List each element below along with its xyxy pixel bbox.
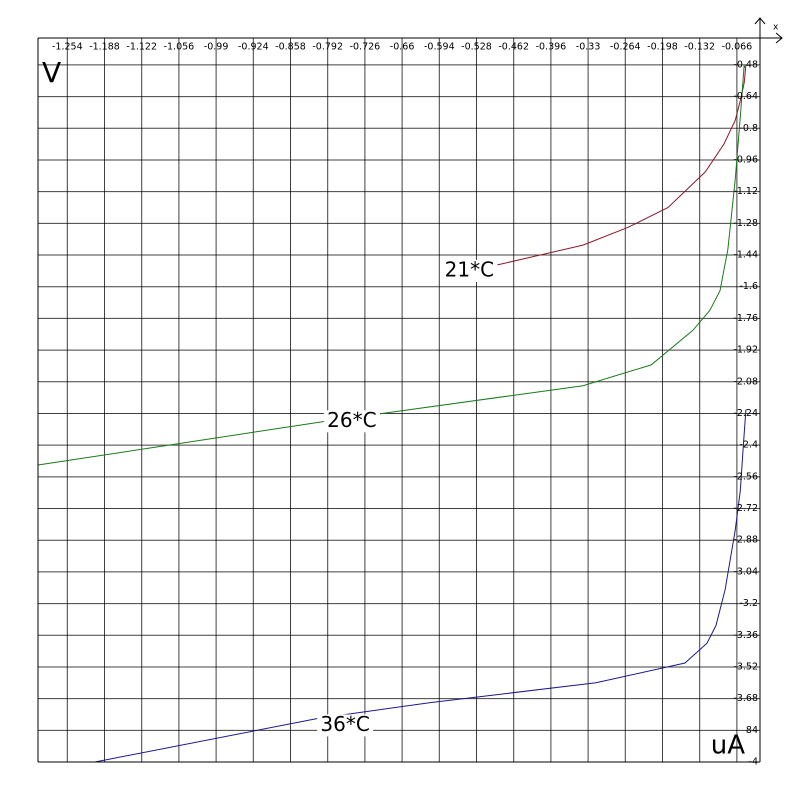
x-tick-label: -0.528 xyxy=(461,42,492,53)
x-tick-label: -0.726 xyxy=(350,42,381,53)
x-tick-label: -0.198 xyxy=(647,42,678,53)
x-tick-label: -0.33 xyxy=(576,42,601,53)
x-arrow xyxy=(775,32,783,44)
label-layer: -1.254 -1.188 -1.122 -1.056 -0.99 -0.924 -0.85… xyxy=(52,42,758,768)
x-axis-marker: x xyxy=(773,23,779,33)
series-line xyxy=(94,409,747,763)
x-tick-label: -0.858 xyxy=(275,42,306,53)
series-label: 21*C xyxy=(445,257,494,281)
y-tick-label: -1.44 xyxy=(733,250,758,261)
series-label-bg xyxy=(323,410,380,433)
line-layer xyxy=(37,64,747,763)
x-tick-label: -0.99 xyxy=(204,42,229,53)
x-tick-label: -0.924 xyxy=(238,42,269,53)
y-tick-label: -0.8 xyxy=(739,123,758,134)
y-tick-label: -2.88 xyxy=(733,535,758,546)
x-tick-label: -1.122 xyxy=(126,42,157,53)
y-tick-label: -1.12 xyxy=(733,186,758,197)
y-arrow xyxy=(754,17,766,25)
x-axis-label: uA xyxy=(711,731,745,761)
x-tick-label: -0.594 xyxy=(424,42,455,53)
y-tick-label: -2.56 xyxy=(733,471,758,482)
y-axis-label: V xyxy=(42,56,61,89)
y-tick-label: -2.24 xyxy=(733,408,758,419)
y-tick-label: -1.28 xyxy=(733,218,758,229)
x-tick-label: -0.066 xyxy=(722,42,753,53)
x-tick-label: -1.056 xyxy=(164,42,195,53)
x-tick-label: -0.792 xyxy=(312,42,343,53)
y-tick-label: -3.2 xyxy=(739,598,758,609)
y-tick-label: -3.52 xyxy=(733,661,758,672)
y-tick-label: -2.72 xyxy=(733,503,758,514)
y-tick-label: -2.08 xyxy=(733,376,758,387)
y-tick-label: -3.04 xyxy=(733,566,758,577)
series-label: 26*C xyxy=(327,408,376,432)
x-tick-label: -0.132 xyxy=(684,42,715,53)
y-tick-label: -3.68 xyxy=(733,693,758,704)
x-tick-label: -0.396 xyxy=(536,42,567,53)
y-tick-label: -1.76 xyxy=(733,313,758,324)
y-tick-label: 84 xyxy=(746,725,758,736)
y-tick-label: -0.96 xyxy=(733,154,758,165)
grid-layer xyxy=(38,38,760,763)
series-label-bg xyxy=(441,259,498,282)
x-tick-label: -1.254 xyxy=(52,42,83,53)
y-tick-label: -0.48 xyxy=(733,59,758,70)
y-tick-label: -1.6 xyxy=(739,281,758,292)
y-tick-label: -0.64 xyxy=(733,91,758,102)
y-tick-label: -3.36 xyxy=(733,630,758,641)
x-tick-label: -0.462 xyxy=(498,42,529,53)
y-tick-label: -2.4 xyxy=(739,440,758,451)
x-tick-label: -1.188 xyxy=(89,42,120,53)
x-tick-label: -0.264 xyxy=(610,42,641,53)
series-line xyxy=(37,64,745,466)
series-label-bg xyxy=(317,714,374,737)
x-tick-label: -0.66 xyxy=(390,42,415,53)
y-tick-label: -1.92 xyxy=(733,345,758,356)
series-label: 36*C xyxy=(320,712,369,736)
